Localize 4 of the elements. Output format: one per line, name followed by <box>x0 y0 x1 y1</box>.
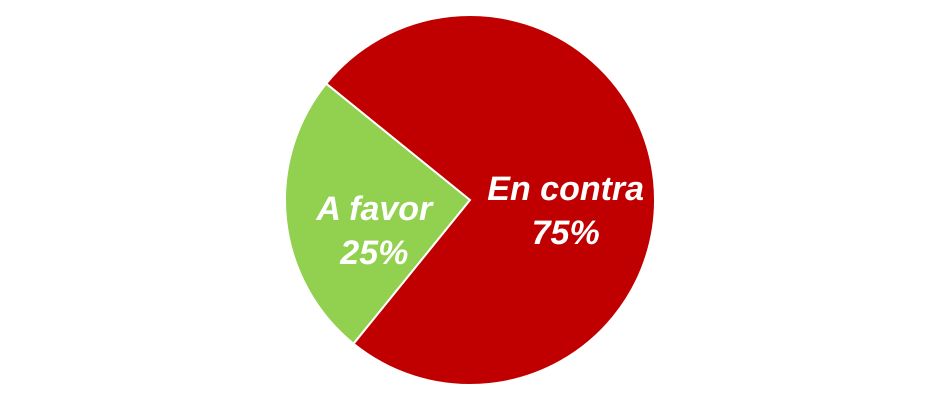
data-label: 25% <box>339 234 408 272</box>
data-label: 75% <box>532 214 600 252</box>
slice-label: A favor <box>315 190 434 228</box>
slice-label: En contra <box>487 170 644 208</box>
